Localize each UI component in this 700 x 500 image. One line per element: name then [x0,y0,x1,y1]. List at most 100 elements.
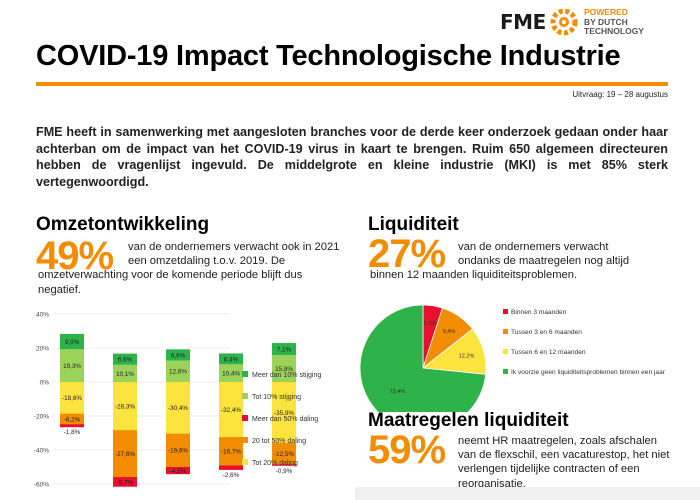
bar-data-label: 9,0% [65,339,80,346]
omzet-percentage: 49% [36,234,114,278]
legend-swatch [503,329,508,334]
legend-label: Meer dan 10% stijging [252,372,321,379]
bar-data-label: -16,7% [221,449,241,456]
omzet-heading: Omzetontwikkeling [36,214,210,235]
bar-data-label: -35,9% [274,410,294,417]
liquiditeit-percentage: 27% [368,232,446,276]
bar-segment [166,433,190,467]
logo-tagline: POWERED BY DUTCH TECHNOLOGY [584,7,644,36]
legend-label: Tussen 3 en 6 maanden [511,329,582,336]
maatregelen-desc-line2: van de flexschil, een vacaturestop, het … [458,449,670,461]
bar-data-label: -2,6% [223,472,240,479]
bar-data-label: 19,3% [63,363,81,370]
legend-label: Binnen 3 maanden [511,309,567,316]
bar-data-label: -12,5% [274,451,294,458]
fme-logo: FME POWERED BY DUTCH TECHNOLOGY [500,4,696,40]
bar-data-label: -28,3% [115,403,135,410]
pie-data-label: 9,4% [443,329,456,335]
legend-label: Tot 20% daling [252,460,298,467]
legend-label: 20 tot 50% daling [252,438,306,445]
bar-data-label: 15,8% [275,366,293,373]
bar-segment [219,364,243,382]
pie-data-label: 12,2% [459,353,475,359]
bar-segment [60,349,84,382]
bar-data-label: 10,1% [116,371,134,378]
legend-swatch [242,371,248,377]
bar-segment [272,355,296,382]
bar-data-label: -4,2% [170,468,187,475]
bar-data-label: 6,6% [118,357,133,364]
liquiditeit-desc-line1: van de ondernemers verwacht [458,241,609,253]
bar-segment [219,465,243,470]
y-tick-label: 0% [40,380,50,387]
bar-segment [113,364,137,382]
bar-segment [219,382,243,438]
bar-segment [219,353,243,365]
bar-segment [219,437,243,466]
legend-label: Tot 10% stijging [252,394,301,401]
bar-data-label: 6,4% [224,356,239,363]
footer-panel [355,487,700,500]
bar-segment [166,467,190,475]
legend-label: Meer dan 50% daling [252,416,318,423]
pie-data-label: 5,0% [424,321,437,327]
liquiditeit-desc-line2: ondanks de maatregelen nog altijd [458,255,630,267]
title-divider [36,82,668,86]
bar-data-label: -19,6% [168,448,188,455]
bar-data-label: 7,1% [277,347,292,354]
liquiditeit-desc-line3: binnen 12 maanden liquiditeitsproblemen. [370,269,578,281]
bar-segment [272,382,296,444]
omzet-bar-chart: 40% 20% 0% -20% -40% -60% 19,3% 9,0% -18,6% -6,2%… [34,312,322,489]
legend-swatch [242,437,248,443]
legend-swatch [242,415,248,421]
bar-segment [166,360,190,382]
bar-data-label: -1,8% [64,429,81,436]
maatregelen-desc-line3: verlengen tijdelijke contracten of een r… [458,463,640,490]
omzet-desc-line1: van de ondernemers verwacht ook in 2021 [128,241,340,253]
bar-segment [113,353,137,365]
legend-swatch [503,349,508,354]
bar-segment [113,477,137,487]
omzet-desc-rest: omzetverwachting voor de komende periode… [38,269,303,296]
omzet-desc-line2: een omzetdaling t.o.v. 2019. De [128,255,286,267]
survey-period: Uitvraag: 19 – 28 augustus [572,90,668,99]
maatregelen-heading: Maatregelen liquiditeit [368,410,569,431]
bar-data-label: 12,6% [169,369,187,376]
logo-wordmark: FME [500,10,546,34]
bar-data-label: -30,4% [168,405,188,412]
y-tick-label: -20% [34,414,49,421]
bar-segment [60,382,84,414]
bar-segment [166,349,190,361]
y-tick-label: 40% [36,312,49,319]
legend-label: Ik voorzie geen liquiditeitsproblemen bi… [511,369,666,376]
intro-paragraph: FME heeft in samenwerking met aangeslote… [36,125,668,189]
legend-swatch [242,393,248,399]
bar-data-label: -0,9% [276,468,293,475]
maatregelen-percentage: 59% [368,428,446,472]
bar-segment [60,333,84,350]
bar-segment [60,424,84,428]
bar-segment [272,343,296,356]
bar-segment [113,382,137,431]
bar-data-label: 6,6% [171,352,186,359]
liquiditeit-heading: Liquiditeit [368,214,459,235]
liquiditeit-pie-chart: 5,0% 9,4% 12,2% 73,4% Binnen 3 maanden Tussen… [359,304,666,412]
bar-data-label: -18,6% [62,395,82,402]
bar-data-label: -27,6% [115,451,135,458]
y-tick-label: 20% [36,346,49,353]
legend-swatch [242,459,248,465]
bar-data-label: -32,4% [221,407,241,414]
bar-data-label: -6,2% [64,416,81,423]
bar-segment [272,443,296,465]
maatregelen-desc-line1: neemt HR maatregelen, zoals afschalen [458,435,657,447]
bar-data-label: -5,7% [117,479,134,486]
y-tick-label: -40% [34,448,49,455]
bar-data-label: 10,4% [222,371,240,378]
gear-icon [550,8,578,36]
legend-swatch [503,309,508,314]
pie-slice [359,304,487,412]
y-tick-label: -60% [34,482,49,489]
pie-data-label: 73,4% [389,389,405,395]
legend-label: Tussen 6 en 12 maanden [511,349,586,356]
bar-segment [113,430,137,478]
